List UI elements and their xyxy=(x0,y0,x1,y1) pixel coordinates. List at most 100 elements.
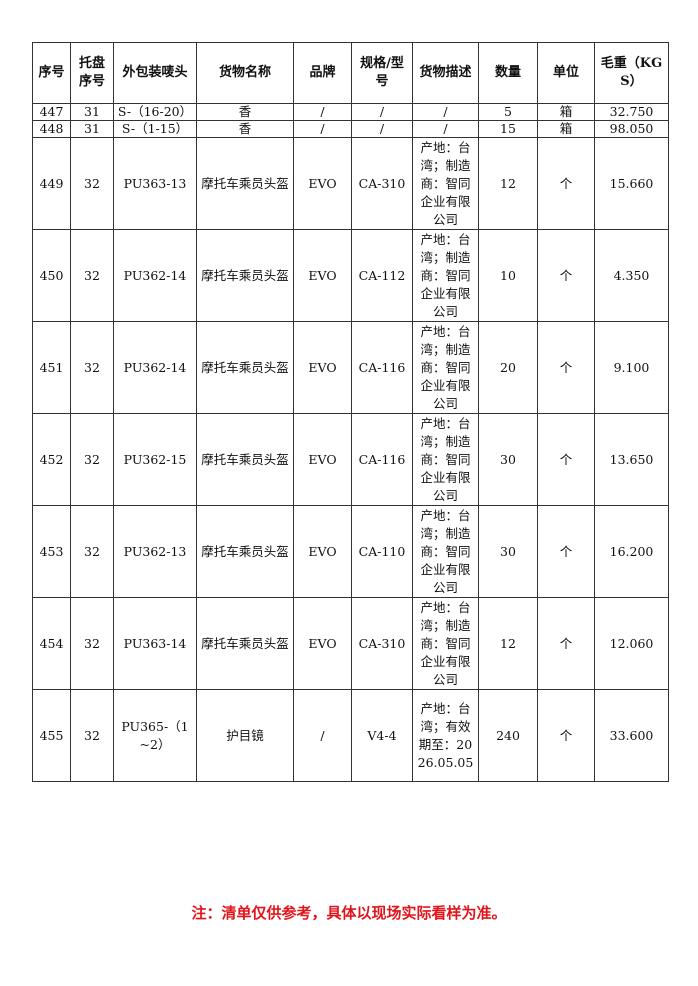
table-cell: 箱 xyxy=(537,120,595,138)
table-cell: CA-112 xyxy=(351,229,413,322)
table-cell: 产地：台湾；制造商：智同企业有限公司 xyxy=(412,321,479,414)
column-header: 单位 xyxy=(537,42,595,104)
table-cell: 20 xyxy=(478,321,538,414)
table-cell: 产地：台湾；制造商：智同企业有限公司 xyxy=(412,597,479,690)
table-cell: EVO xyxy=(293,229,352,322)
table-cell: 个 xyxy=(537,689,595,782)
table-cell: 9.100 xyxy=(594,321,669,414)
table-cell: 个 xyxy=(537,137,595,230)
table-cell: V4-4 xyxy=(351,689,413,782)
table-cell: 个 xyxy=(537,505,595,598)
table-cell: 产地：台湾；有效期至：2026.05.05 xyxy=(412,689,479,782)
table-cell: 450 xyxy=(32,229,71,322)
table-cell: 个 xyxy=(537,321,595,414)
table-cell: 447 xyxy=(32,103,71,121)
table-cell: CA-310 xyxy=(351,597,413,690)
column-header: 毛重（KGS） xyxy=(594,42,669,104)
table-cell: EVO xyxy=(293,413,352,506)
table-cell: 产地：台湾；制造商：智同企业有限公司 xyxy=(412,413,479,506)
table-cell: 13.650 xyxy=(594,413,669,506)
table-cell: 摩托车乘员头盔 xyxy=(196,321,294,414)
column-header: 货物名称 xyxy=(196,42,294,104)
table-cell: 455 xyxy=(32,689,71,782)
table-cell: 453 xyxy=(32,505,71,598)
table-row: 452 32 PU362-15 摩托车乘员头盔 EVO CA-116 产地：台湾；制造商：智… xyxy=(32,413,669,506)
table-cell: 449 xyxy=(32,137,71,230)
table-cell: / xyxy=(293,689,352,782)
table-cell: CA-110 xyxy=(351,505,413,598)
table-cell: EVO xyxy=(293,137,352,230)
table-cell: 32 xyxy=(70,321,114,414)
table-cell: 产地：台湾；制造商：智同企业有限公司 xyxy=(412,505,479,598)
header-row: 序号 托盘序号 外包装唛头 货物名称 品牌 规格/型号 货物描述 数量 单位 毛重（KGS） xyxy=(32,42,669,104)
table-row: 449 32 PU363-13 摩托车乘员头盔 EVO CA-310 产地：台湾；制造商：智… xyxy=(32,137,669,230)
table-cell: 产地：台湾；制造商：智同企业有限公司 xyxy=(412,137,479,230)
table-cell: 摩托车乘员头盔 xyxy=(196,505,294,598)
column-header: 规格/型号 xyxy=(351,42,413,104)
table-cell: PU362-14 xyxy=(113,229,197,322)
table-cell: 32 xyxy=(70,597,114,690)
table-cell: 32 xyxy=(70,137,114,230)
table-cell: 12 xyxy=(478,137,538,230)
table-cell: EVO xyxy=(293,505,352,598)
table-cell: 32 xyxy=(70,413,114,506)
table-row: 450 32 PU362-14 摩托车乘员头盔 EVO CA-112 产地：台湾；制造商：智… xyxy=(32,229,669,322)
table-cell: 个 xyxy=(537,413,595,506)
table-cell: PU363-14 xyxy=(113,597,197,690)
table-cell: 箱 xyxy=(537,103,595,121)
table-cell: 32 xyxy=(70,229,114,322)
table-cell: / xyxy=(412,120,479,138)
table-cell: 33.600 xyxy=(594,689,669,782)
table-row: 453 32 PU362-13 摩托车乘员头盔 EVO CA-110 产地：台湾；制造商：智… xyxy=(32,505,669,598)
table-row: 455 32 PU365-（1~2） 护目镜 / V4-4 产地：台湾；有效期至：2026.… xyxy=(32,689,669,782)
table-cell: EVO xyxy=(293,321,352,414)
table-cell: S-（16-20） xyxy=(113,103,197,121)
table-cell: PU362-14 xyxy=(113,321,197,414)
table-cell: 451 xyxy=(32,321,71,414)
table-cell: / xyxy=(351,103,413,121)
column-header: 外包装唛头 xyxy=(113,42,197,104)
table-cell: 个 xyxy=(537,597,595,690)
table-cell: 12.060 xyxy=(594,597,669,690)
table-cell: 30 xyxy=(478,413,538,506)
table-row: 454 32 PU363-14 摩托车乘员头盔 EVO CA-310 产地：台湾；制造商：智… xyxy=(32,597,669,690)
table-cell: 10 xyxy=(478,229,538,322)
table-cell: / xyxy=(293,120,352,138)
table-cell: 16.200 xyxy=(594,505,669,598)
table-cell: 32 xyxy=(70,505,114,598)
table-cell: 5 xyxy=(478,103,538,121)
table-cell: 454 xyxy=(32,597,71,690)
table-cell: 32.750 xyxy=(594,103,669,121)
table-cell: / xyxy=(351,120,413,138)
table-cell: 摩托车乘员头盔 xyxy=(196,229,294,322)
table-cell: 15 xyxy=(478,120,538,138)
table-cell: 摩托车乘员头盔 xyxy=(196,413,294,506)
table-cell: 4.350 xyxy=(594,229,669,322)
table-cell: PU362-15 xyxy=(113,413,197,506)
table-cell: 32 xyxy=(70,689,114,782)
table-cell: 产地：台湾；制造商：智同企业有限公司 xyxy=(412,229,479,322)
table-cell: 98.050 xyxy=(594,120,669,138)
table-row: 448 31 S-（1-15）香 / //15 箱 98.050 xyxy=(32,120,669,138)
table-cell: 摩托车乘员头盔 xyxy=(196,597,294,690)
table-cell: 香 xyxy=(196,103,294,121)
table-cell: S-（1-15） xyxy=(113,120,197,138)
table-cell: CA-310 xyxy=(351,137,413,230)
table-cell: 12 xyxy=(478,597,538,690)
column-header: 托盘序号 xyxy=(70,42,114,104)
table-cell: EVO xyxy=(293,597,352,690)
table-cell: 摩托车乘员头盔 xyxy=(196,137,294,230)
cargo-list-table: 序号 托盘序号 外包装唛头 货物名称 品牌 规格/型号 货物描述 数量 单位 毛重（KGS） 44… xyxy=(32,42,669,782)
table-cell: 护目镜 xyxy=(196,689,294,782)
table-cell: 香 xyxy=(196,120,294,138)
table-cell: PU363-13 xyxy=(113,137,197,230)
table-cell: CA-116 xyxy=(351,321,413,414)
table-cell: CA-116 xyxy=(351,413,413,506)
table-cell: 15.660 xyxy=(594,137,669,230)
table-row: 447 31 S-（16-20）香 / //5 箱 32.750 xyxy=(32,103,669,121)
table-cell: 个 xyxy=(537,229,595,322)
table-row: 451 32 PU362-14 摩托车乘员头盔 EVO CA-116 产地：台湾；制造商：智… xyxy=(32,321,669,414)
table-cell: PU365-（1~2） xyxy=(113,689,197,782)
column-header: 货物描述 xyxy=(412,42,479,104)
footer-note: 注：清单仅供参考，具体以现场实际看样为准。 xyxy=(191,904,507,922)
